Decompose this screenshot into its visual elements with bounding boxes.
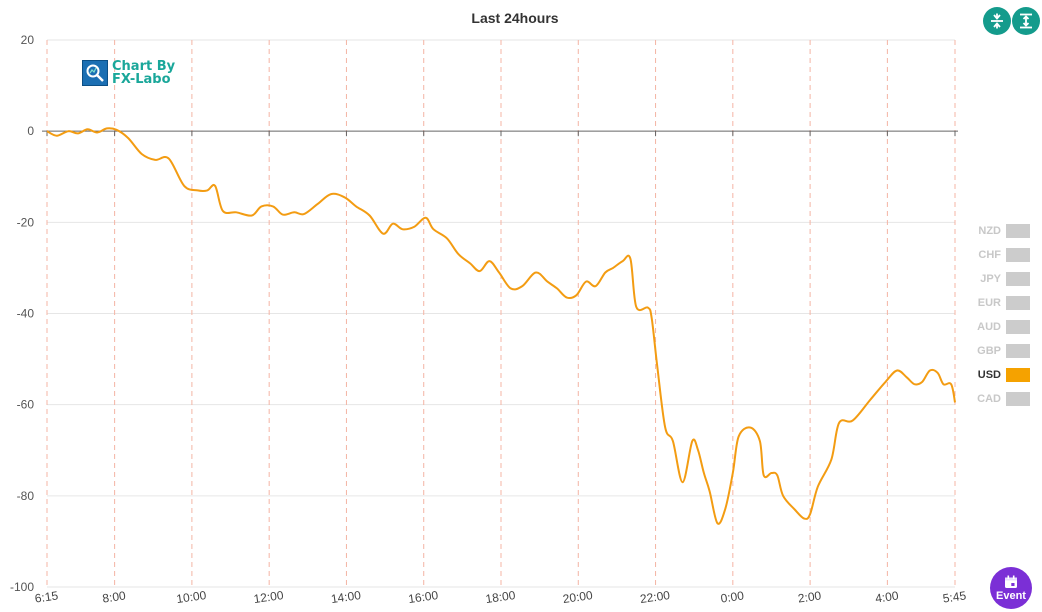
calendar-icon — [1005, 575, 1017, 588]
legend-label: CHF — [978, 249, 1001, 261]
x-tick-label: 20:00 — [562, 588, 594, 606]
x-tick-label: 12:00 — [253, 588, 285, 606]
legend-swatch — [1006, 224, 1030, 238]
legend-item-eur[interactable]: EUR — [960, 291, 1030, 315]
y-tick-label: -20 — [17, 215, 35, 229]
legend-label: JPY — [980, 273, 1001, 285]
legend-swatch — [1006, 392, 1030, 406]
collapse-button[interactable] — [983, 7, 1011, 35]
legend-swatch — [1006, 248, 1030, 262]
expand-button[interactable] — [1012, 7, 1040, 35]
y-tick-label: -40 — [17, 307, 35, 321]
x-tick-label: 5:45 — [942, 588, 967, 605]
legend-item-nzd[interactable]: NZD — [960, 219, 1030, 243]
legend-item-usd[interactable]: USD — [960, 363, 1030, 387]
watermark-logo: Chart By FX-Labo — [82, 60, 175, 86]
y-tick-label: -60 — [17, 398, 35, 412]
legend-label: USD — [977, 369, 1001, 381]
logo-line-1: Chart By — [112, 59, 176, 74]
y-tick-label: 20 — [21, 33, 35, 47]
legend-item-aud[interactable]: AUD — [960, 315, 1030, 339]
y-tick-label: -80 — [17, 489, 35, 503]
x-tick-label: 16:00 — [407, 588, 439, 606]
x-tick-label: 6:15 — [34, 588, 59, 605]
x-tick-label: 8:00 — [102, 588, 127, 605]
legend-label: AUD — [977, 321, 1001, 333]
legend-item-chf[interactable]: CHF — [960, 243, 1030, 267]
event-label: Event — [996, 589, 1026, 602]
legend-item-jpy[interactable]: JPY — [960, 267, 1030, 291]
compress-vertical-icon — [991, 13, 1003, 29]
logo-line-2: FX-Labo — [112, 72, 171, 87]
x-tick-label: 14:00 — [330, 588, 362, 606]
legend-label: NZD — [978, 225, 1001, 237]
magnifier-chart-icon — [82, 60, 108, 86]
legend-swatch — [1006, 272, 1030, 286]
x-tick-label: 18:00 — [485, 588, 517, 606]
legend-swatch — [1006, 320, 1030, 334]
legend-item-gbp[interactable]: GBP — [960, 339, 1030, 363]
y-tick-label: -100 — [10, 580, 34, 594]
legend-item-cad[interactable]: CAD — [960, 387, 1030, 411]
y-tick-label: 0 — [27, 124, 34, 138]
series-line-usd — [46, 127, 956, 525]
x-tick-label: 22:00 — [639, 588, 671, 606]
legend-swatch — [1006, 296, 1030, 310]
expand-vertical-icon — [1020, 13, 1032, 29]
legend-swatch — [1006, 344, 1030, 358]
legend-swatch — [1006, 368, 1030, 382]
legend-label: GBP — [977, 345, 1001, 357]
legend-label: CAD — [977, 393, 1001, 405]
logo-text: Chart By FX-Labo — [112, 60, 175, 86]
event-button[interactable]: Event — [990, 567, 1032, 609]
legend-label: EUR — [977, 297, 1001, 309]
currency-legend: NZD CHF JPY EUR AUD GBP USD CAD — [960, 219, 1030, 411]
x-tick-label: 0:00 — [720, 588, 745, 605]
x-tick-label: 10:00 — [175, 588, 207, 606]
x-tick-label: 2:00 — [797, 588, 822, 605]
x-tick-label: 4:00 — [874, 588, 899, 605]
chart-title: Last 24hours — [471, 10, 559, 26]
